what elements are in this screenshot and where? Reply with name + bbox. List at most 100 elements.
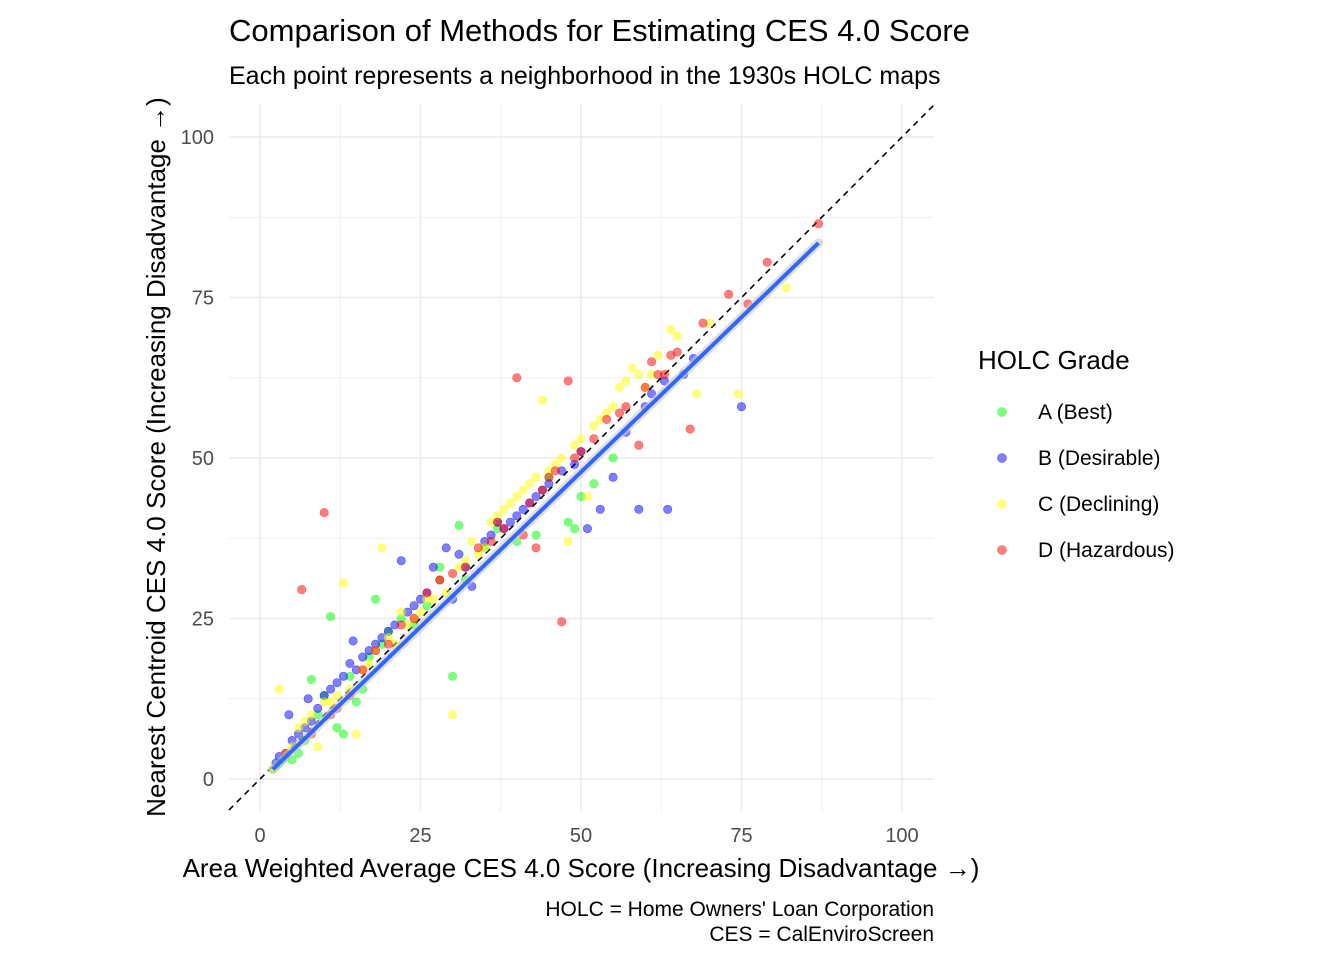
data-point <box>570 453 580 463</box>
data-point <box>319 508 329 518</box>
data-point <box>297 585 307 595</box>
data-point <box>371 594 381 604</box>
data-point <box>396 620 406 630</box>
data-point <box>531 492 541 502</box>
x-tick-label: 75 <box>730 825 752 847</box>
data-point <box>351 697 361 707</box>
data-point <box>698 318 708 328</box>
data-point <box>576 434 586 444</box>
fit-line <box>268 238 824 774</box>
data-point <box>518 504 528 514</box>
data-point <box>582 524 592 534</box>
data-point <box>570 524 580 534</box>
data-point <box>493 517 503 527</box>
data-point <box>647 357 657 367</box>
data-point <box>448 671 458 681</box>
data-point <box>576 447 586 457</box>
data-point <box>448 710 458 720</box>
data-point <box>621 376 631 386</box>
data-point <box>415 607 425 617</box>
chart-title: Comparison of Methods for Estimating CES… <box>229 13 970 48</box>
data-point <box>582 492 592 502</box>
data-point <box>377 543 387 553</box>
y-axis-title: Nearest Centroid CES 4.0 Score (Increasi… <box>141 97 171 817</box>
legend-label: A (Best) <box>1038 401 1113 424</box>
data-point <box>499 504 509 514</box>
x-axis-title: Area Weighted Average CES 4.0 Score (Inc… <box>183 853 980 883</box>
data-point <box>659 370 669 380</box>
data-point <box>634 504 644 514</box>
plot-panel <box>228 104 935 811</box>
data-point <box>460 562 470 572</box>
data-point <box>537 395 547 405</box>
data-point <box>358 665 368 675</box>
data-point <box>454 549 464 559</box>
y-tick-label: 0 <box>203 769 214 791</box>
data-point <box>589 421 599 431</box>
data-point <box>383 639 393 649</box>
data-point <box>525 479 535 489</box>
data-point <box>672 331 682 341</box>
x-axis-ticks: 0 25 50 75 100 <box>254 825 918 847</box>
data-point <box>313 742 323 752</box>
data-point <box>345 658 355 668</box>
legend-key <box>997 499 1007 509</box>
data-point <box>499 524 509 534</box>
data-point <box>537 485 547 495</box>
data-point <box>396 607 406 617</box>
data-point <box>685 424 695 434</box>
data-point <box>300 716 310 726</box>
x-tick-label: 100 <box>885 825 918 847</box>
legend-label: B (Desirable) <box>1038 447 1161 470</box>
data-point <box>473 543 483 553</box>
data-point <box>627 363 637 373</box>
data-point <box>338 671 348 681</box>
data-point <box>512 511 522 521</box>
data-point <box>589 434 599 444</box>
data-point <box>724 289 734 299</box>
data-point <box>338 729 348 739</box>
data-point <box>435 575 445 585</box>
data-point <box>441 543 451 553</box>
data-point <box>505 517 515 527</box>
data-point <box>422 588 432 598</box>
data-point <box>448 569 458 579</box>
x-tick-label: 0 <box>254 825 265 847</box>
data-point <box>512 373 522 383</box>
data-point <box>409 601 419 611</box>
data-point <box>608 402 618 412</box>
data-point <box>666 325 676 335</box>
x-tick-label: 50 <box>570 825 592 847</box>
data-point <box>274 684 284 694</box>
data-point <box>615 408 625 418</box>
data-point <box>428 594 438 604</box>
data-point <box>634 370 644 380</box>
data-point <box>396 556 406 566</box>
data-point <box>294 723 304 733</box>
legend: HOLC Grade A (Best) B (Desirable) C (Decli… <box>978 345 1175 562</box>
data-point <box>531 472 541 482</box>
data-point <box>409 613 419 623</box>
data-point <box>512 492 522 502</box>
data-point <box>505 498 515 508</box>
data-point <box>563 517 573 527</box>
data-point <box>454 520 464 530</box>
data-point <box>814 219 824 229</box>
data-point <box>563 536 573 546</box>
x-tick-label: 25 <box>409 825 431 847</box>
legend-title: HOLC Grade <box>978 345 1130 375</box>
y-tick-label: 100 <box>181 127 214 149</box>
y-tick-label: 25 <box>192 609 214 631</box>
data-point <box>672 347 682 357</box>
data-point <box>332 691 342 701</box>
data-point <box>608 453 618 463</box>
data-point <box>358 652 368 662</box>
data-point <box>608 472 618 482</box>
data-point <box>303 694 313 704</box>
data-point <box>531 543 541 553</box>
legend-label: D (Hazardous) <box>1038 539 1175 562</box>
legend-label: C (Declining) <box>1038 493 1159 516</box>
data-point <box>557 617 567 627</box>
data-point <box>589 479 599 489</box>
caption-line-1: HOLC = Home Owners' Loan Corporation <box>545 898 934 921</box>
